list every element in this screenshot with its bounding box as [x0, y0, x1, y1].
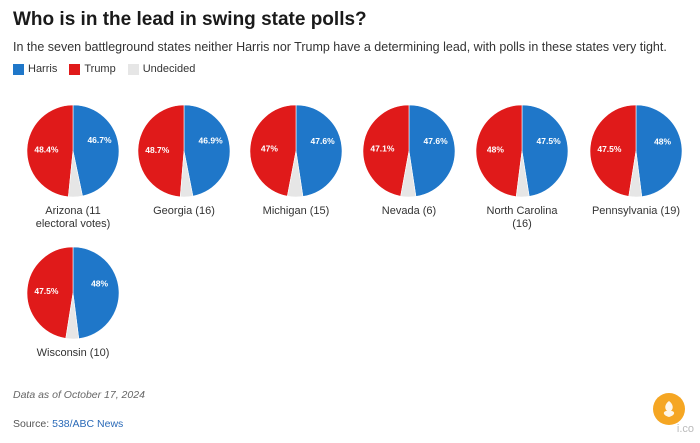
state-label-arizona: Arizona (11 electoral votes)	[19, 205, 127, 231]
source-link[interactable]: 538/ABC News	[52, 418, 124, 430]
legend-label-trump: Trump	[84, 63, 116, 75]
pie-chart-pennsylvania: 48% 47.5%	[589, 104, 683, 198]
pie-chart-nevada: 47.6% 47.1%	[362, 104, 456, 198]
data-label-harris-nevada: 47.6%	[424, 136, 449, 146]
state-label-pennsylvania: Pennsylvania (19)	[582, 205, 690, 218]
data-label-harris-pennsylvania: 48%	[654, 136, 671, 146]
state-label-wisconsin: Wisconsin (10)	[19, 347, 127, 360]
legend-label-harris: Harris	[28, 63, 58, 75]
data-label-harris-michigan: 47.6%	[311, 136, 336, 146]
slice-harris-nevada	[408, 104, 456, 197]
slice-trump-michigan	[249, 104, 297, 197]
data-date-note: Data as of October 17, 2024	[13, 389, 145, 401]
slice-harris-arizona	[72, 104, 120, 197]
source-prefix: Source:	[13, 418, 53, 430]
pie-georgia: 46.9% 48.7% Georgia (16)	[130, 101, 238, 218]
state-label-line: Georgia (16)	[153, 205, 215, 217]
data-label-trump-georgia: 48.7%	[145, 145, 170, 155]
state-label-north-carolina: North Carolina (16)	[468, 205, 576, 231]
data-label-trump-arizona: 48.4%	[34, 145, 59, 155]
slice-undecided-michigan	[287, 150, 304, 198]
slice-undecided-georgia	[179, 150, 194, 198]
slice-trump-pennsylvania	[589, 104, 637, 197]
pie-chart-wisconsin: 48% 47.5%	[26, 246, 120, 340]
pie-pennsylvania: 48% 47.5% Pennsylvania (19)	[582, 101, 690, 218]
state-label-line: Wisconsin (10)	[36, 347, 110, 359]
slice-harris-michigan	[295, 104, 343, 197]
state-label-line: electoral votes)	[35, 218, 111, 230]
state-label-line: North Carolina	[486, 205, 558, 217]
slice-undecided-pennsylvania	[628, 150, 643, 198]
state-label-line: Pennsylvania (19)	[591, 205, 681, 217]
pie-michigan: 47.6% 47% Michigan (15)	[242, 101, 350, 218]
slice-harris-pennsylvania	[635, 104, 683, 197]
data-label-trump-north-carolina: 48%	[487, 144, 504, 154]
data-label-trump-nevada: 47.1%	[370, 144, 395, 154]
state-label-nevada: Nevada (6)	[355, 205, 463, 218]
slice-trump-arizona	[26, 104, 74, 198]
legend-swatch-harris	[13, 63, 24, 75]
slice-trump-wisconsin	[26, 246, 74, 339]
data-label-trump-pennsylvania: 47.5%	[597, 144, 622, 154]
slice-undecided-north-carolina	[515, 150, 530, 198]
chart-subtitle: In the seven battleground states neither…	[13, 40, 667, 54]
legend-item-trump: Trump	[69, 63, 116, 75]
slice-trump-north-carolina	[475, 104, 523, 197]
state-label-line: Nevada (6)	[381, 205, 437, 217]
legend: Harris Trump Undecided	[13, 63, 195, 75]
data-label-harris-arizona: 46.7%	[87, 135, 112, 145]
legend-swatch-undecided	[127, 63, 139, 75]
data-label-harris-georgia: 46.9%	[199, 135, 224, 145]
slice-undecided-nevada	[400, 150, 417, 198]
state-label-line: Arizona (11	[45, 205, 101, 217]
watermark-text: i.co	[676, 423, 694, 435]
publisher-logo-icon	[653, 393, 685, 425]
state-label-michigan: Michigan (15)	[242, 205, 350, 218]
slice-undecided-arizona	[68, 150, 83, 198]
data-label-trump-wisconsin: 47.5%	[34, 286, 59, 296]
chart-title: Who is in the lead in swing state polls?	[13, 9, 367, 30]
legend-item-undecided: Undecided	[127, 63, 196, 75]
data-label-trump-michigan: 47%	[261, 144, 278, 154]
pie-chart-georgia: 46.9% 48.7%	[137, 104, 231, 198]
state-label-line: (16)	[512, 218, 532, 230]
source-line: Source: 538/ABC News	[13, 418, 123, 430]
legend-swatch-trump	[69, 63, 81, 75]
pie-arizona: 46.7% 48.4% Arizona (11 electoral votes)	[19, 101, 127, 231]
legend-label-undecided: Undecided	[142, 63, 196, 75]
slice-harris-wisconsin	[72, 246, 120, 339]
pie-chart-north-carolina: 47.5% 48%	[475, 104, 569, 198]
slice-trump-georgia	[137, 104, 185, 198]
data-label-harris-north-carolina: 47.5%	[537, 136, 562, 146]
legend-item-harris: Harris	[13, 63, 57, 75]
pie-chart-arizona: 46.7% 48.4%	[26, 104, 120, 198]
slice-harris-georgia	[183, 104, 231, 197]
pie-nevada: 47.6% 47.1% Nevada (6)	[355, 101, 463, 218]
state-label-line: Michigan (15)	[262, 205, 330, 217]
slice-harris-north-carolina	[521, 104, 569, 197]
pie-chart-michigan: 47.6% 47%	[249, 104, 343, 198]
state-label-georgia: Georgia (16)	[130, 205, 238, 218]
pie-north-carolina: 47.5% 48% North Carolina (16)	[468, 101, 576, 231]
slice-undecided-wisconsin	[65, 292, 80, 340]
slice-trump-nevada	[362, 104, 410, 197]
pie-wisconsin: 48% 47.5% Wisconsin (10)	[19, 243, 127, 360]
data-label-harris-wisconsin: 48%	[91, 278, 108, 288]
